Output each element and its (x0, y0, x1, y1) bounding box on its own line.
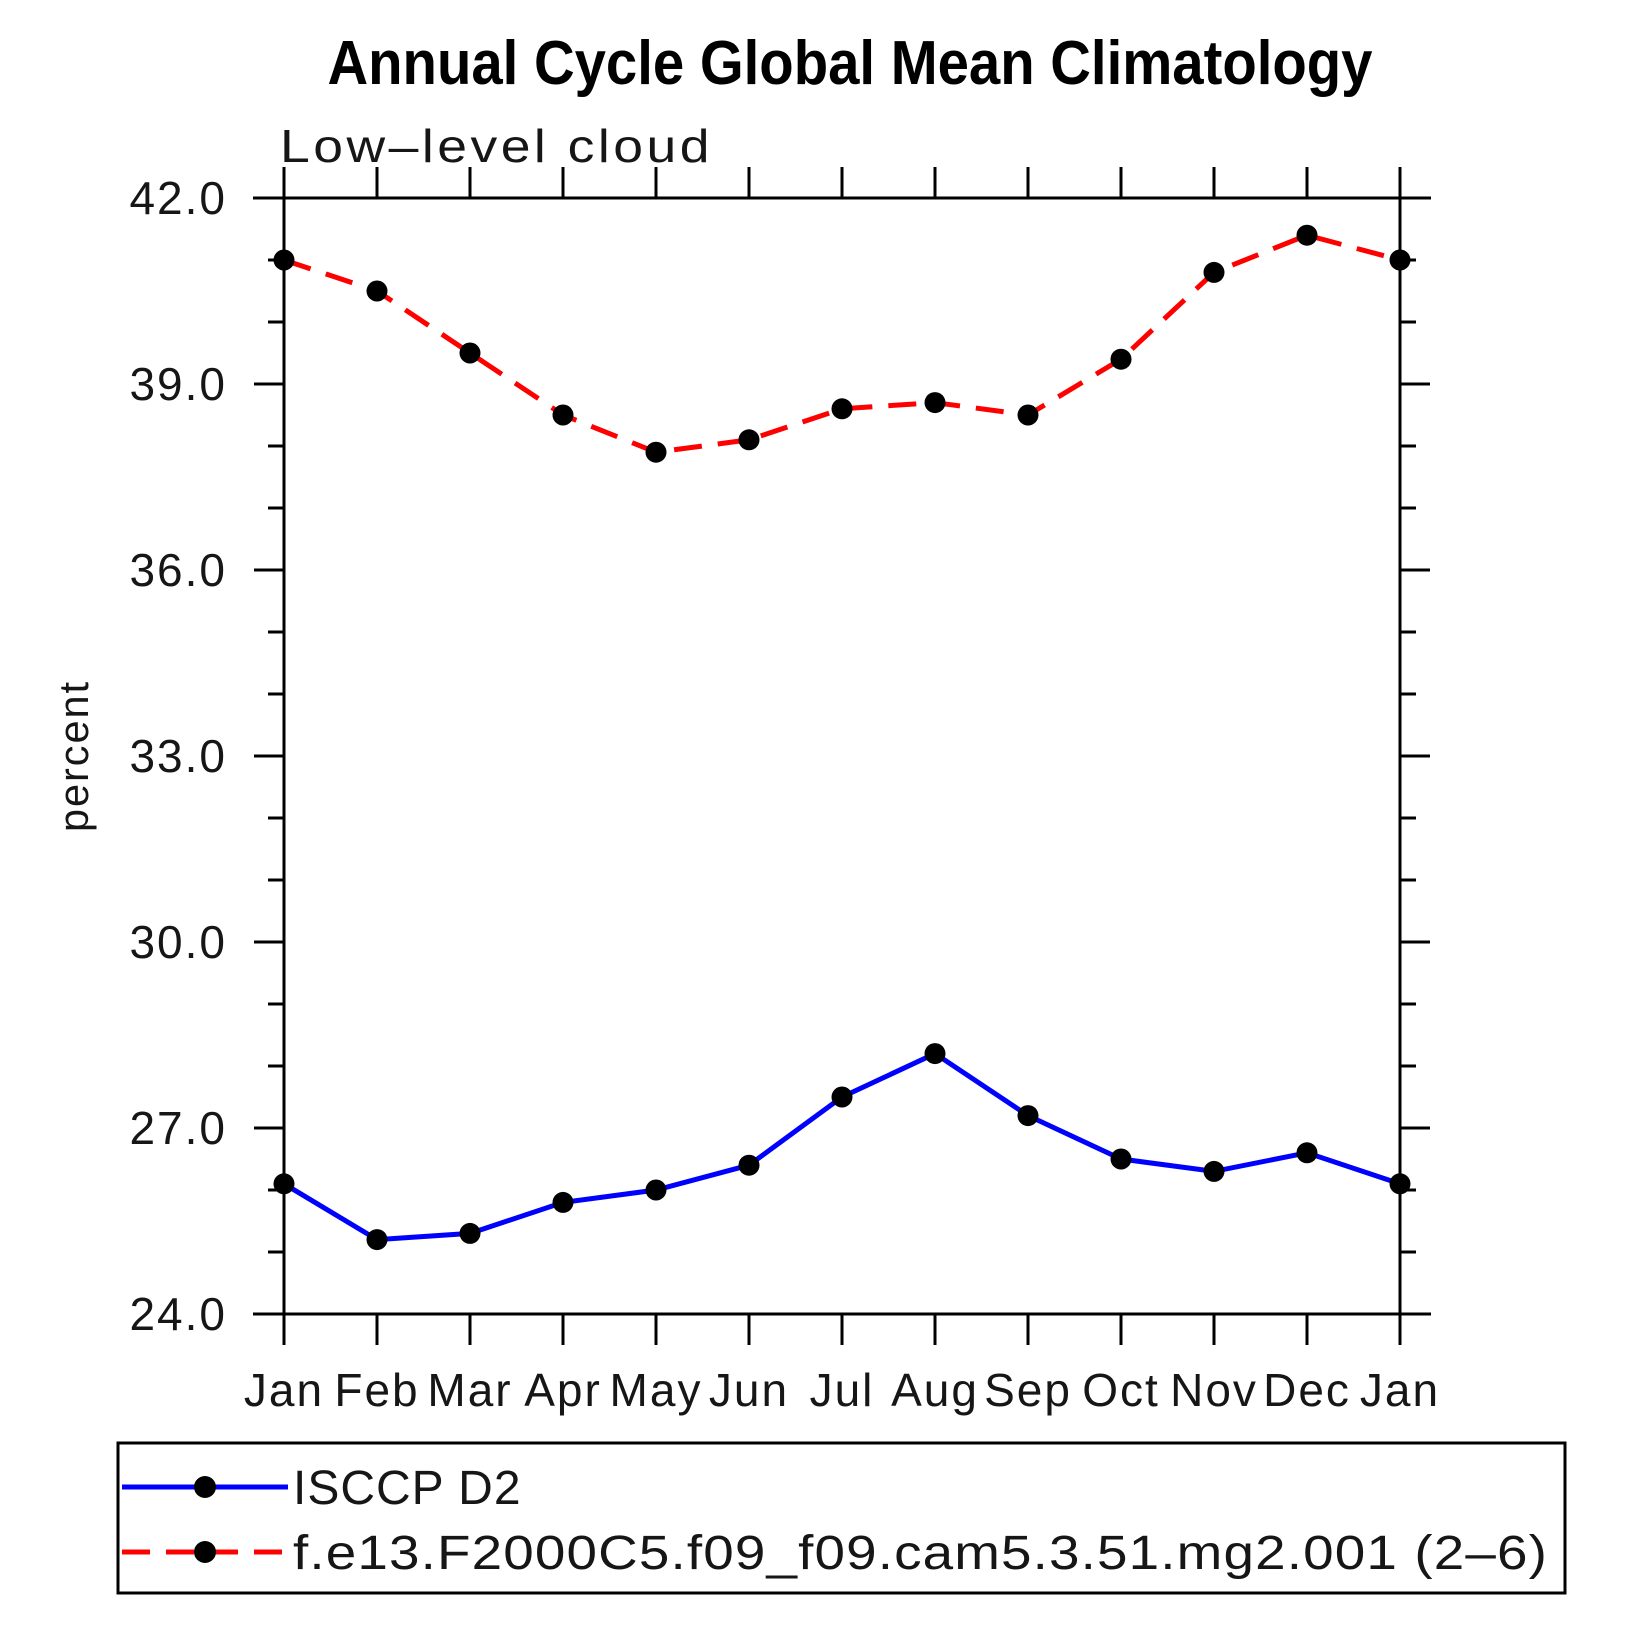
chart-title: Annual Cycle Global Mean Climatology (328, 29, 1373, 98)
x-tick-label: May (610, 1364, 703, 1416)
data-point-marker (1203, 1160, 1225, 1182)
series-line-1 (283, 232, 1401, 455)
plot-axes (253, 167, 1431, 1345)
y-tick-label: 36.0 (129, 544, 227, 596)
data-point-marker (924, 1043, 946, 1065)
axis-tick-labels: Jan Feb Mar Apr May Jun Jul Aug Sep Oct Nov Dec Jan2… (129, 172, 1440, 1416)
legend-label-isccp: ISCCP D2 (293, 1462, 522, 1515)
data-point-marker (273, 249, 295, 271)
x-tick-label: Jan (1360, 1364, 1440, 1416)
x-tick-label: Nov (1170, 1364, 1258, 1416)
chart-subtitle: Low–level cloud (280, 120, 713, 172)
legend-marker-dot (194, 1541, 216, 1563)
y-tick-label: 24.0 (129, 1288, 227, 1340)
data-point-marker (645, 1179, 667, 1201)
x-tick-label: Feb (334, 1364, 419, 1416)
series-line-0 (282, 1050, 1401, 1243)
data-point-marker (459, 342, 481, 364)
x-tick-label: Jan (244, 1364, 324, 1416)
x-tick-label: Aug (891, 1364, 979, 1416)
legend: ISCCP D2 f.e13.F2000C5.f09_f09.cam5.3.51… (116, 1441, 1567, 1595)
data-point-marker (831, 1086, 853, 1108)
data-point-marker (273, 1173, 295, 1195)
legend-item-isccp: ISCCP D2 (122, 1462, 522, 1515)
data-point-marker (1110, 348, 1132, 370)
data-point-marker (1110, 1148, 1132, 1170)
data-point-marker (366, 1229, 388, 1251)
y-tick-label: 33.0 (129, 730, 227, 782)
y-tick-label: 30.0 (129, 916, 227, 968)
plot-series (273, 224, 1411, 1251)
data-point-marker (1389, 249, 1411, 271)
x-tick-label: Jun (709, 1364, 789, 1416)
data-point-marker (1296, 224, 1318, 246)
legend-marker-dot (194, 1476, 216, 1498)
data-point-marker (924, 392, 946, 414)
legend-box (116, 1441, 1567, 1595)
data-point-marker (1389, 1173, 1411, 1195)
data-point-marker (1017, 1105, 1039, 1127)
x-tick-label: Apr (524, 1364, 602, 1416)
data-point-marker (366, 280, 388, 302)
legend-item-model: f.e13.F2000C5.f09_f09.cam5.3.51.mg2.001 … (122, 1527, 1548, 1580)
x-tick-label: Oct (1082, 1364, 1160, 1416)
x-tick-label: Jul (810, 1364, 875, 1416)
y-tick-label: 42.0 (129, 172, 227, 224)
y-tick-label: 27.0 (129, 1102, 227, 1154)
x-tick-label: Dec (1263, 1364, 1351, 1416)
data-point-marker (738, 429, 760, 451)
legend-label-model: f.e13.F2000C5.f09_f09.cam5.3.51.mg2.001 … (293, 1527, 1548, 1580)
data-point-marker (645, 441, 667, 463)
x-tick-label: Mar (427, 1364, 512, 1416)
data-point-marker (738, 1154, 760, 1176)
data-point-marker (831, 398, 853, 420)
data-point-marker (1017, 404, 1039, 426)
data-point-marker (1296, 1142, 1318, 1164)
data-point-marker (552, 404, 574, 426)
x-tick-label: Sep (984, 1364, 1072, 1416)
data-point-marker (1203, 261, 1225, 283)
y-tick-label: 39.0 (129, 358, 227, 410)
data-point-marker (459, 1222, 481, 1244)
y-axis-title: percent (50, 680, 97, 832)
data-point-marker (552, 1191, 574, 1213)
